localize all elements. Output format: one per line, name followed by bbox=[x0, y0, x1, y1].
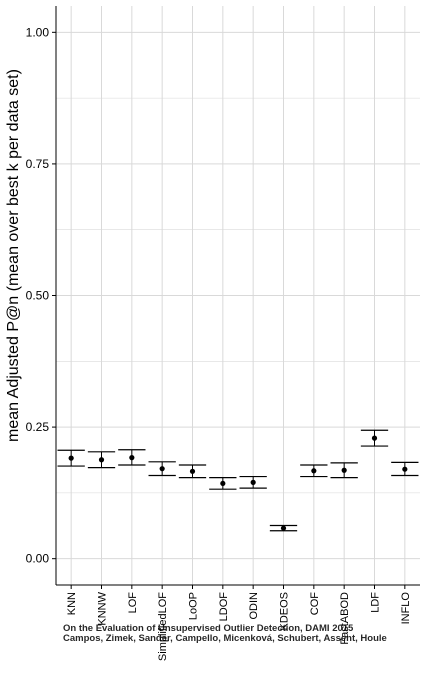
y-tick-label: 1.00 bbox=[26, 25, 50, 39]
x-tick-label: FastABOD bbox=[339, 592, 351, 645]
data-marks bbox=[57, 429, 419, 532]
errorbar-group bbox=[239, 475, 267, 489]
data-point bbox=[189, 468, 196, 474]
x-tick-label: LDOF bbox=[218, 592, 230, 622]
errorbar-group bbox=[269, 524, 298, 532]
y-tick-label: 0.75 bbox=[26, 157, 50, 171]
data-point bbox=[129, 455, 135, 461]
data-point bbox=[402, 466, 408, 472]
x-tick-label: LoOP bbox=[188, 592, 200, 620]
y-tick-label: 0.25 bbox=[26, 420, 50, 434]
errorbar-group bbox=[209, 477, 237, 490]
watermark-line-2: Campos, Zimek, Sander, Campello, Micenko… bbox=[63, 633, 387, 644]
x-axis: KNN KNNW LOF SimplifiedLOF LoOP LDOF ODIN KDEOS… bbox=[56, 584, 420, 661]
x-tick-label: SimplifiedLOF bbox=[157, 592, 169, 661]
errorbar-group bbox=[391, 461, 419, 477]
errorbar-group bbox=[360, 429, 389, 447]
x-tick-label: KNNW bbox=[97, 591, 109, 625]
errorbar-group bbox=[57, 449, 85, 467]
errorbar-group bbox=[87, 451, 116, 469]
data-point bbox=[311, 468, 317, 474]
y-tick-label: 0.00 bbox=[26, 552, 50, 566]
x-tick-label: KDEOS bbox=[279, 592, 291, 631]
x-tick-label: ODIN bbox=[248, 592, 260, 620]
x-tick-label: LDF bbox=[370, 592, 382, 613]
x-tick-label: COF bbox=[309, 592, 321, 616]
watermark-line-1: On the Evaluation of Unsupervised Outlie… bbox=[63, 623, 354, 634]
errorbar-group bbox=[300, 464, 328, 478]
data-point bbox=[280, 525, 287, 531]
watermark: On the Evaluation of Unsupervised Outlie… bbox=[63, 623, 387, 644]
y-tick-label: 0.50 bbox=[26, 289, 50, 303]
y-axis-label: mean Adjusted P@n (mean over best k per … bbox=[5, 69, 22, 442]
y-axis: 0.00 0.25 0.50 0.75 1.00 bbox=[26, 6, 57, 585]
x-tick-label: INFLO bbox=[400, 592, 412, 625]
grid bbox=[56, 6, 420, 585]
data-point bbox=[159, 466, 165, 472]
data-point bbox=[98, 457, 105, 463]
errorbar-group bbox=[178, 464, 207, 479]
x-tick-label: KNN bbox=[66, 592, 78, 615]
data-point bbox=[68, 455, 74, 461]
errorbar-group bbox=[330, 462, 358, 479]
data-point bbox=[341, 467, 347, 473]
data-point bbox=[250, 479, 256, 485]
data-point bbox=[220, 480, 226, 487]
errorbar-group bbox=[148, 461, 176, 477]
x-tick-label: LOF bbox=[127, 592, 139, 614]
data-point bbox=[371, 435, 378, 441]
errorbar-group bbox=[118, 449, 146, 466]
